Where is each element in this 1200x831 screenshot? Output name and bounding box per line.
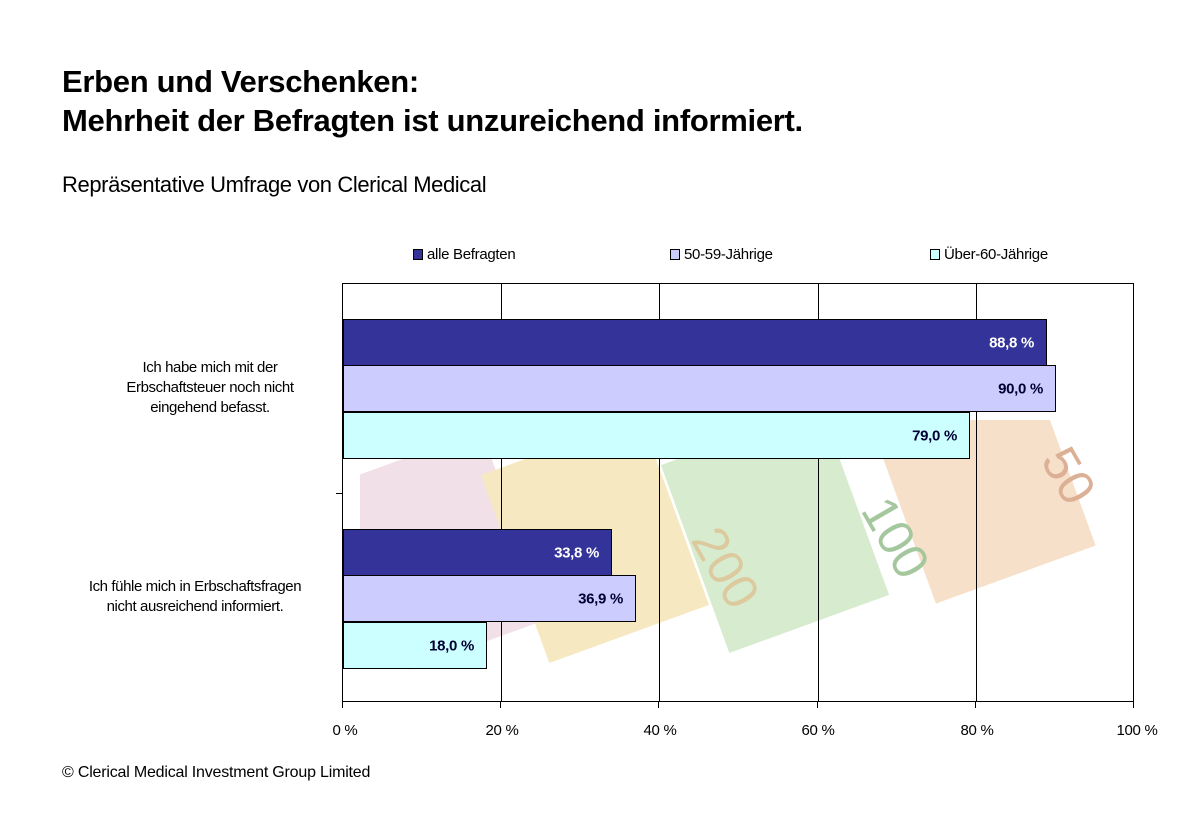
legend: alle Befragten 50-59-Jährige Über-60-Jäh… (0, 246, 1200, 266)
x-tick-label: 80 % (960, 722, 994, 739)
plot-area: 88,8 % 90,0 % 79,0 % 33,8 % 36,9 % 18,0 … (342, 283, 1134, 702)
gridline-80 (976, 284, 977, 701)
bar-value-label: 18,0 % (429, 637, 474, 654)
legend-item-all: alle Befragten (413, 246, 516, 263)
x-tick (817, 702, 818, 708)
x-tick-label: 100 % (1116, 722, 1158, 739)
legend-swatch-icon (930, 249, 940, 260)
category-label-line: Ich habe mich mit der (142, 359, 278, 376)
bar-value-label: 33,8 % (554, 544, 599, 561)
legend-label: Über-60-Jährige (944, 246, 1048, 263)
bar-cat2-over-60: 18,0 % (343, 622, 487, 669)
x-tick-label: 40 % (643, 722, 677, 739)
x-tick (500, 702, 501, 708)
copyright-footer: © Clerical Medical Investment Group Limi… (62, 764, 371, 781)
gridline-40 (659, 284, 660, 701)
bar-cat2-50-59: 36,9 % (343, 575, 636, 622)
gridline-20 (501, 284, 502, 701)
legend-label: 50-59-Jährige (684, 246, 773, 263)
category-label-line: nicht ausreichend informiert. (106, 598, 284, 615)
bar-value-label: 90,0 % (998, 380, 1043, 397)
legend-label: alle Befragten (427, 246, 516, 263)
x-tick-label: 0 % (332, 722, 358, 739)
legend-swatch-icon (670, 249, 680, 260)
legend-item-50-59: 50-59-Jährige (670, 246, 773, 263)
category-label-1: Ich habe mich mit der Erbschaftsteuer no… (90, 358, 330, 418)
x-tick (658, 702, 659, 708)
bar-value-label: 88,8 % (989, 334, 1034, 351)
category-divider-tick (336, 493, 342, 494)
category-label-line: Ich fühle mich in Erbschaftsfragen (88, 578, 302, 595)
bar-cat1-all: 88,8 % (343, 319, 1047, 366)
x-tick (975, 702, 976, 708)
legend-swatch-icon (413, 249, 423, 260)
bar-value-label: 36,9 % (578, 590, 623, 607)
gridline-60 (818, 284, 819, 701)
x-axis-ticks (0, 702, 1200, 712)
category-label-2: Ich fühle mich in Erbschaftsfragen nicht… (55, 577, 335, 617)
title-line-1: Erben und Verschenken: (62, 64, 419, 99)
x-tick (1133, 702, 1134, 708)
x-tick-label: 20 % (485, 722, 519, 739)
chart-subtitle: Repräsentative Umfrage von Clerical Medi… (62, 172, 487, 197)
legend-item-over-60: Über-60-Jährige (930, 246, 1048, 263)
bar-value-label: 79,0 % (912, 427, 957, 444)
title-line-2: Mehrheit der Befragten ist unzureichend … (62, 103, 803, 138)
bar-cat1-over-60: 79,0 % (343, 412, 970, 459)
x-tick-label: 60 % (801, 722, 835, 739)
x-tick (342, 702, 343, 708)
category-label-line: Erbschaftsteuer noch nicht (126, 379, 294, 396)
bar-cat2-all: 33,8 % (343, 529, 612, 576)
bar-cat1-50-59: 90,0 % (343, 365, 1056, 412)
chart-title: Erben und Verschenken: Mehrheit der Befr… (62, 62, 803, 140)
category-label-line: eingehend befasst. (150, 399, 270, 416)
